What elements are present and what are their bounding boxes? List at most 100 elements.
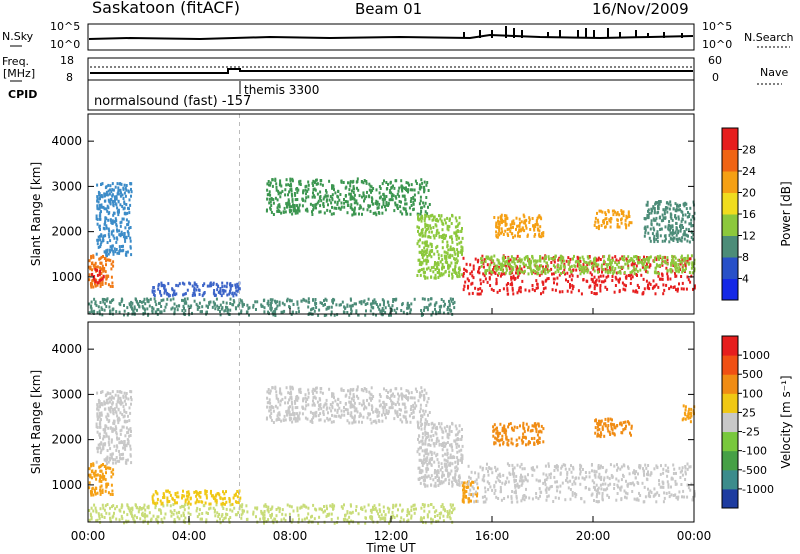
velocity-region-4	[151, 489, 242, 506]
power-ytick-label-1: 1000	[51, 270, 82, 284]
velocity-ytick-label-1: 1000	[51, 478, 82, 492]
velocity-colorbar-label-8: -1000	[742, 483, 774, 496]
noise-right-tick-top: 10^5	[702, 20, 733, 33]
velocity-xtick-label-5: 16:00	[475, 529, 510, 543]
summary-panels	[10, 23, 790, 111]
velocity-colorbar-label-2: 500	[742, 368, 763, 381]
velocity-region-10	[594, 417, 633, 439]
power-region-7	[416, 213, 464, 280]
nave-tick-top: 60	[708, 54, 722, 67]
cpid-entry-1: normalsound (fast) -157	[94, 94, 252, 109]
velocity-colorbar-label-4: 25	[742, 406, 756, 419]
date-label: 16/Nov/2009	[592, 0, 689, 18]
noise-left-tick-top: 10^5	[50, 20, 81, 33]
power-plot: 1000 2000 3000 4000 Slant Range [km] 4 8 12 16 20…	[29, 113, 793, 317]
freq-label: Freq.	[2, 55, 30, 68]
power-colorbar-title: Power [dB]	[779, 181, 793, 246]
velocity-region-3	[88, 503, 456, 525]
power-region-1	[88, 254, 115, 289]
noise-right-tick-bottom: 10^0	[702, 38, 733, 51]
freq-tick-top: 18	[60, 54, 74, 67]
power-region-9	[480, 254, 696, 276]
power-colorbar-band-6	[722, 171, 738, 193]
freq-unit: [MHz]	[3, 67, 36, 80]
velocity-colorbar-band-6	[722, 393, 738, 413]
power-colorbar-label-4: 16	[742, 208, 756, 221]
velocity-colorbar-label-7: -500	[742, 464, 767, 477]
velocity-colorbar-band-1	[722, 488, 738, 509]
velocity-colorbar-frame	[721, 335, 739, 509]
velocity-ytick-label-3: 3000	[51, 387, 82, 401]
nsearch-spikes	[463, 26, 683, 38]
velocity-xlabel: Time UT	[365, 541, 416, 554]
nsearch-label: N.Search	[744, 31, 794, 44]
freq-tick-bottom: 8	[66, 71, 73, 84]
power-colorbar-label-7: 28	[742, 144, 756, 157]
velocity-region-11	[681, 404, 696, 424]
freq-trace	[90, 68, 693, 74]
velocity-colorbar-band-4	[722, 431, 738, 452]
velocity-plot: 1000 2000 3000 4000 00:00 04:00 08:00 12:00 16:0…	[29, 321, 793, 554]
noise-panel-frame	[87, 23, 695, 51]
nave-tick-bottom: 0	[712, 71, 719, 84]
velocity-colorbar-band-2	[722, 469, 738, 490]
freq-panel-frame	[87, 57, 695, 81]
cpid-entry-2: themis 3300	[244, 83, 320, 97]
power-colorbar-band-5	[722, 192, 738, 215]
velocity-colorbar-label-6: -100	[742, 445, 767, 458]
power-colorbar-band-7	[722, 149, 738, 172]
power-region-12	[643, 200, 696, 244]
power-ytick-label-4: 4000	[51, 134, 82, 148]
velocity-region-5	[265, 385, 431, 425]
power-colorbar-band-2	[722, 257, 738, 279]
velocity-colorbar-band-8	[722, 355, 738, 375]
station-title: Saskatoon (fitACF)	[92, 0, 241, 17]
power-region-6	[265, 177, 431, 217]
power-colorbar-band-4	[722, 214, 738, 236]
velocity-xtick-label-4: 12:00	[374, 529, 409, 543]
power-colorbar-band-3	[722, 235, 738, 258]
power-colorbar-label-1: 4	[742, 273, 749, 286]
nave-label: Nave	[760, 66, 789, 79]
cpid-panel-frame	[87, 79, 695, 111]
power-ytick-label-3: 3000	[51, 179, 82, 193]
velocity-colorbar-label-1: 1000	[742, 349, 770, 362]
velocity-xtick-label-1: 00:00	[71, 529, 106, 543]
power-region-3	[95, 182, 133, 258]
velocity-xtick-label-2: 04:00	[172, 529, 207, 543]
velocity-xtick-label-3: 08:00	[273, 529, 308, 543]
velocity-xtick-label-6: 20:00	[576, 529, 611, 543]
power-colorbar-band-1	[722, 278, 738, 301]
velocity-region-6	[416, 421, 464, 488]
power-region-10	[493, 213, 545, 239]
power-colorbar-band-8	[722, 128, 738, 150]
power-ylabel: Slant Range [km]	[29, 162, 43, 266]
power-region-2	[91, 268, 105, 285]
velocity-colorbar-band-7	[722, 374, 738, 394]
velocity-region-2	[95, 390, 133, 466]
power-region-5	[88, 297, 456, 317]
power-colorbar-label-6: 24	[742, 165, 756, 178]
velocity-region-8	[467, 462, 696, 504]
power-region-11	[593, 209, 633, 231]
velocity-colorbar-band-9	[722, 336, 738, 356]
power-ytick-label-2: 2000	[51, 225, 82, 239]
velocity-ytick-label-2: 2000	[51, 433, 82, 447]
beam-label: Beam 01	[355, 0, 423, 18]
velocity-colorbar-band-5	[722, 412, 738, 433]
velocity-region-1	[88, 462, 115, 497]
velocity-xtick-label-7: 00:00	[677, 529, 712, 543]
noise-left-tick-bottom: 10^0	[50, 38, 81, 51]
velocity-ytick-label-4: 4000	[51, 342, 82, 356]
nsky-trace	[88, 33, 694, 41]
velocity-colorbar-label-3: 100	[742, 387, 763, 400]
nsky-label: N.Sky	[2, 30, 34, 43]
power-colorbar-label-5: 20	[742, 187, 756, 200]
cpid-label: CPID	[8, 88, 38, 101]
power-region-4	[151, 281, 241, 298]
power-colorbar-label-2: 8	[742, 251, 749, 264]
velocity-colorbar-band-3	[722, 450, 738, 471]
velocity-region-9	[492, 421, 545, 448]
velocity-colorbar-title: Velocity [m s⁻¹]	[779, 375, 793, 468]
velocity-colorbar-label-5: -25	[742, 426, 760, 439]
